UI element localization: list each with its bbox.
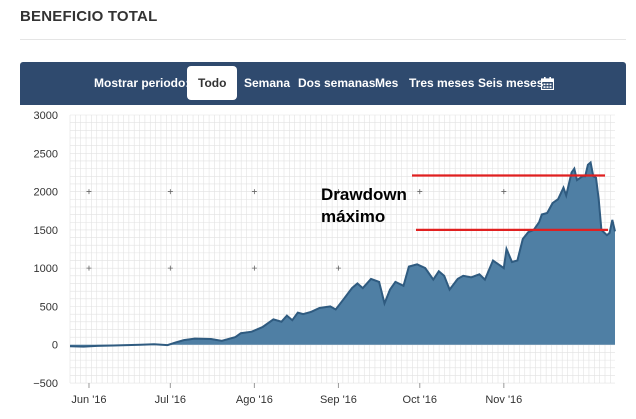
y-axis: −500 0 500 1000 1500 2000 2500 3000	[33, 110, 58, 390]
tab-dos-semanas[interactable]: Dos semanas	[298, 76, 376, 90]
series-line	[69, 160, 616, 348]
annotation-line-2: máximo	[321, 207, 386, 226]
title-divider	[20, 39, 626, 40]
grid-marker	[167, 189, 173, 195]
y-tick-label: 2500	[34, 148, 58, 160]
x-axis: Jun '16 Jul '16 Ago '16 Sep '16 Oct '16 Nov '…	[71, 383, 522, 406]
grid-marker	[251, 265, 257, 271]
y-tick-label: 1500	[34, 225, 58, 237]
grid-marker	[335, 265, 341, 271]
grid-marker	[251, 189, 257, 195]
page-title: BENEFICIO TOTAL	[20, 8, 158, 25]
series-area	[70, 162, 615, 347]
annotation-line-1: Drawdown	[321, 185, 407, 204]
x-tick-label: Oct '16	[403, 394, 438, 406]
grid-marker	[167, 265, 173, 271]
y-tick-label: 0	[52, 340, 58, 352]
profit-chart: −500 0 500 1000 1500 2000 2500 3000 Jun '16 Jul …	[33, 110, 616, 406]
grid-marker	[86, 189, 92, 195]
period-toolbar: Mostrar periodo: Todo Semana Dos semanas…	[20, 62, 626, 105]
period-label: Mostrar periodo:	[94, 76, 190, 90]
drawdown-lines	[412, 174, 608, 231]
drawdown-annotation: Drawdown máximo	[321, 184, 421, 228]
grid-marker	[86, 265, 92, 271]
tab-seis-meses[interactable]: Seis meses	[478, 76, 544, 90]
y-tick-label: 2000	[34, 187, 58, 199]
grid-marker	[417, 189, 423, 195]
x-tick-label: Sep '16	[320, 394, 357, 406]
tab-tres-meses[interactable]: Tres meses	[409, 76, 475, 90]
x-tick-label: Jun '16	[71, 394, 106, 406]
y-tick-label: 1000	[34, 263, 58, 275]
chart-series	[69, 160, 616, 348]
y-tick-label: −500	[33, 378, 58, 390]
x-tick-label: Jul '16	[155, 394, 186, 406]
grid-marker	[501, 189, 507, 195]
tab-semana[interactable]: Semana	[244, 76, 291, 90]
grid-marker	[335, 189, 341, 195]
y-tick-label: 3000	[34, 110, 58, 122]
x-tick-label: Nov '16	[485, 394, 522, 406]
y-tick-label: 500	[40, 301, 58, 313]
tab-mes[interactable]: Mes	[375, 76, 399, 90]
tab-todo[interactable]: Todo	[187, 66, 238, 100]
x-tick-label: Ago '16	[236, 394, 273, 406]
calendar-icon[interactable]	[541, 77, 554, 90]
